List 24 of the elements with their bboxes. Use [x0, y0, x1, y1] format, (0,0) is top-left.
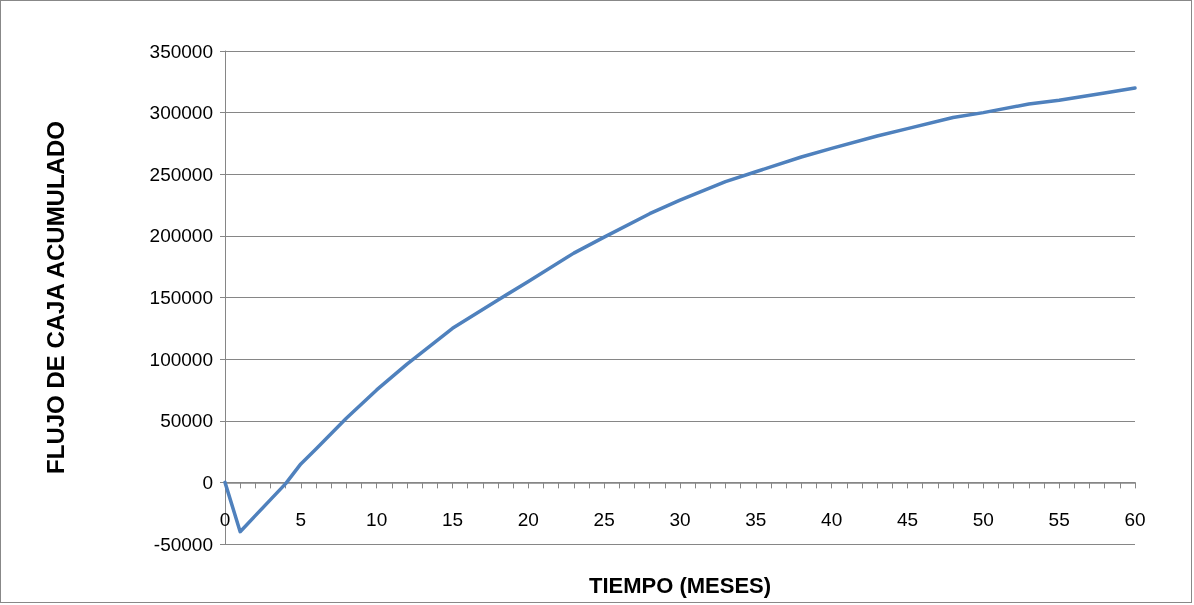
x-tick-label: 15 [441, 509, 464, 530]
x-tick-label: 50 [972, 509, 994, 530]
y-axis-title: FLUJO DE CAJA ACUMULADO [41, 121, 69, 474]
x-tick-label: 60 [1124, 509, 1146, 530]
x-axis-title: TIEMPO (MESES) [588, 572, 772, 598]
y-tick-label: 250000 [149, 163, 213, 185]
x-tick-label: 45 [896, 509, 919, 530]
x-tick-label: 40 [821, 509, 843, 530]
y-tick-label: -50000 [153, 533, 213, 555]
x-tick-label: 25 [593, 509, 615, 530]
y-tick-label: 100000 [149, 348, 213, 370]
y-tick-label: 0 [202, 471, 213, 493]
y-tick-label: 350000 [149, 40, 213, 62]
y-tick-label: 50000 [160, 410, 213, 432]
y-tick-label: 200000 [149, 225, 213, 247]
y-tick-label: 300000 [149, 102, 213, 124]
x-tick-label: 30 [669, 509, 691, 530]
x-tick-label: 55 [1048, 509, 1070, 530]
x-tick-label: 20 [517, 509, 539, 530]
y-tick-label: 150000 [149, 287, 213, 308]
x-tick-label: 0 [219, 509, 231, 530]
x-tick-label: 35 [745, 509, 767, 530]
x-tick-label: 5 [295, 509, 307, 530]
x-tick-label: 10 [366, 509, 388, 530]
